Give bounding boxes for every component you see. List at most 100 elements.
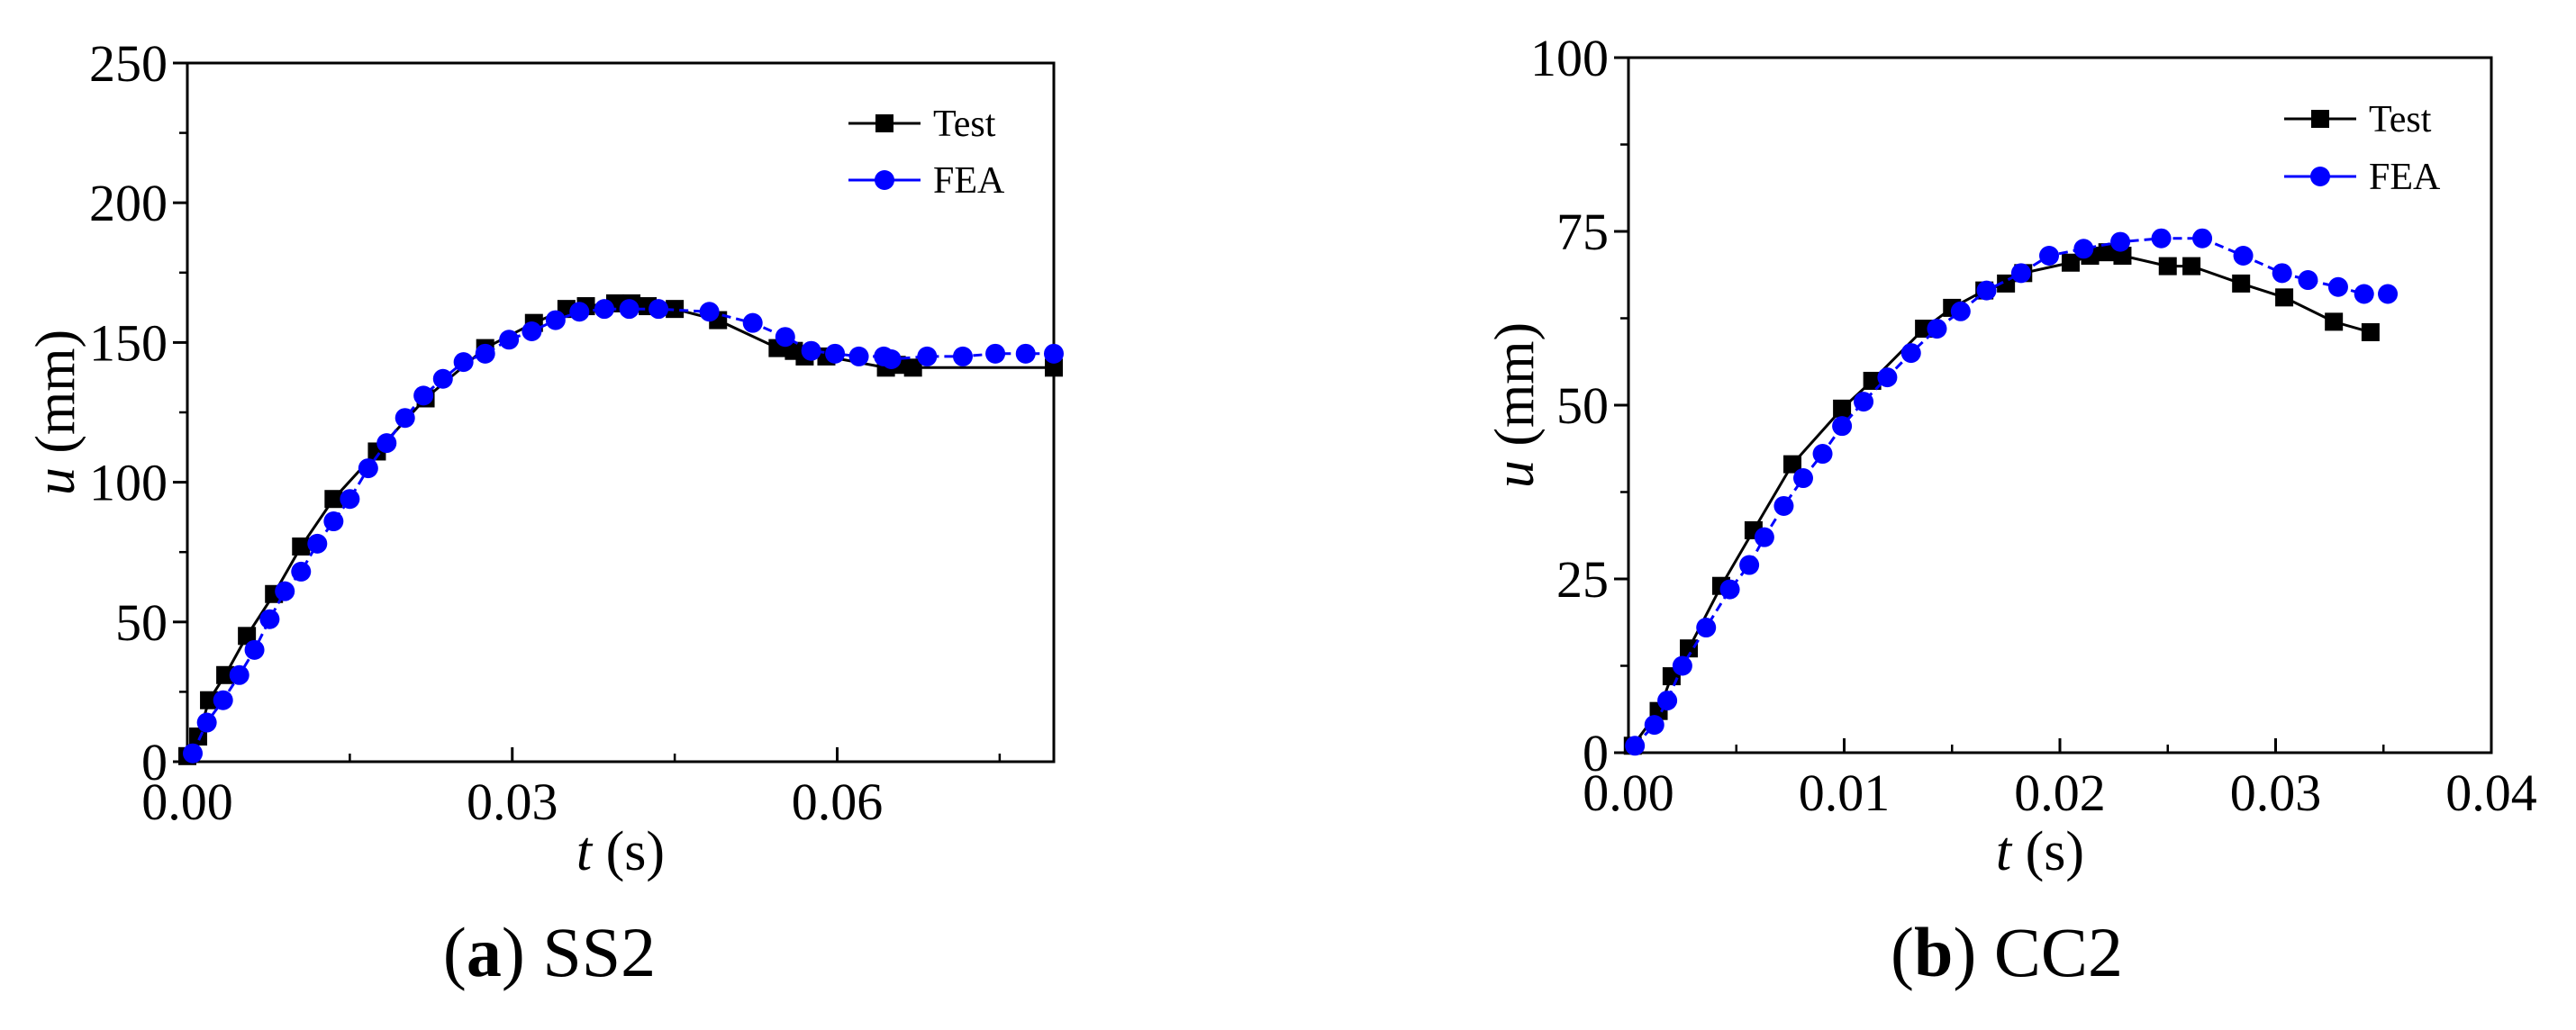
data-point-fea <box>2151 228 2172 248</box>
data-point-test <box>2232 274 2251 293</box>
data-point-test <box>1863 371 1882 390</box>
data-point-fea <box>229 664 249 685</box>
y-tick-labels: 0 50 100 150 200 250 <box>89 34 168 791</box>
data-point-fea <box>196 712 217 733</box>
y-axis-unit: (mm) <box>1484 322 1546 460</box>
data-point-fea <box>275 581 295 601</box>
series-line-fea <box>191 307 1054 754</box>
data-point-test <box>200 691 219 709</box>
legend-test-marker <box>2311 110 2329 128</box>
data-point-fea <box>2073 239 2094 259</box>
data-point-fea <box>1719 579 1740 600</box>
caption-name: SS2 <box>542 913 656 991</box>
legend: Test FEA <box>2284 99 2441 198</box>
y-tick-label: 75 <box>1556 203 1609 261</box>
data-point-fea <box>801 340 821 361</box>
y-axis-title: u (mm) <box>25 330 86 495</box>
legend-test-label: Test <box>2369 99 2432 140</box>
data-point-test <box>2325 312 2344 331</box>
data-point-fea <box>2354 284 2374 304</box>
data-point-test <box>216 665 235 684</box>
data-point-test <box>238 627 257 646</box>
y-tick-label: 50 <box>1556 376 1609 435</box>
x-tick-label: 0.06 <box>792 772 884 831</box>
legend-fea-marker <box>875 170 894 190</box>
data-point-fea <box>475 343 495 364</box>
x-tick-label: 0.00 <box>141 772 233 831</box>
data-point-fea <box>1792 468 1813 489</box>
x-tick-label: 0.03 <box>2230 763 2322 822</box>
data-point-fea <box>522 321 542 341</box>
x-tick-label: 0.00 <box>1583 763 1674 822</box>
y-tick-label: 25 <box>1556 550 1609 609</box>
data-point-test <box>2098 243 2117 262</box>
data-point-fea <box>881 349 902 370</box>
data-point-fea <box>1696 618 1717 638</box>
data-point-fea <box>1672 655 1692 676</box>
legend-fea-marker <box>2310 167 2330 186</box>
data-point-fea <box>395 408 415 429</box>
x-tick-labels: 0.00 0.01 0.02 0.03 0.04 <box>1583 763 2537 822</box>
legend: Test FEA <box>848 104 1005 202</box>
data-point-fea <box>453 352 474 373</box>
series-line-test <box>186 302 1054 757</box>
data-point-fea <box>2327 276 2348 297</box>
data-point-fea <box>1625 736 1646 756</box>
y-tick-label: 250 <box>89 34 168 93</box>
legend-test-marker <box>875 114 893 132</box>
series-group <box>178 294 1064 765</box>
plot-area-frame <box>1627 56 2493 754</box>
data-point-fea <box>432 368 453 389</box>
chart-panel-a: 0.00 0.03 0.06 0 50 100 150 200 250 t (s) u (mm… <box>25 34 1064 991</box>
y-axis-title: u (mm) <box>1484 322 1546 488</box>
data-point-fea <box>1773 495 1794 516</box>
data-point-fea <box>952 346 973 366</box>
data-point-fea <box>825 343 846 364</box>
data-point-test <box>2158 257 2177 276</box>
data-point-fea <box>569 302 590 322</box>
data-point-fea <box>323 511 344 532</box>
series-group <box>1623 228 2399 756</box>
data-point-fea <box>340 489 360 510</box>
x-axis-variable: t <box>576 821 594 882</box>
data-point-test <box>666 300 685 319</box>
data-point-fea <box>2192 228 2213 248</box>
caption-paren-close: ) <box>1953 913 1993 991</box>
data-point-test <box>1680 639 1699 658</box>
data-point-fea <box>1812 444 1833 465</box>
data-point-fea <box>1754 527 1774 547</box>
y-tick-label: 150 <box>89 313 168 372</box>
data-point-test <box>2275 288 2294 307</box>
y-tick-label: 100 <box>89 454 168 512</box>
plot-area-frame <box>186 61 1056 763</box>
data-point-fea <box>244 639 265 660</box>
axis-ticks <box>173 61 1002 763</box>
data-point-test <box>2061 253 2080 272</box>
data-point-test <box>324 490 343 509</box>
data-point-fea <box>1877 367 1898 388</box>
caption-name: CC2 <box>1994 913 2123 991</box>
y-tick-label: 100 <box>1530 29 1609 87</box>
data-point-fea <box>1044 343 1064 364</box>
data-point-fea <box>1950 301 1971 321</box>
data-point-fea <box>1927 319 1947 339</box>
data-point-fea <box>775 327 795 348</box>
data-point-fea <box>376 433 397 454</box>
data-point-fea <box>1854 392 1874 412</box>
data-point-fea <box>1900 343 1921 364</box>
data-point-fea <box>619 299 639 320</box>
panel-caption: (a) SS2 <box>443 913 656 991</box>
data-point-fea <box>742 312 763 333</box>
data-point-fea <box>985 343 1006 364</box>
data-point-fea <box>1015 343 1036 364</box>
chart-panel-b: 0.00 0.01 0.02 0.03 0.04 0 25 50 75 100 t (s) u … <box>1484 29 2537 991</box>
data-point-fea <box>413 385 434 406</box>
caption-letter: b <box>1914 913 1953 991</box>
x-tick-label: 0.01 <box>1799 763 1891 822</box>
data-point-test <box>1045 358 1063 377</box>
data-point-fea <box>594 299 614 320</box>
data-point-fea <box>2298 270 2318 291</box>
x-tick-label: 0.03 <box>467 772 558 831</box>
caption-paren-close: ) <box>502 913 542 991</box>
